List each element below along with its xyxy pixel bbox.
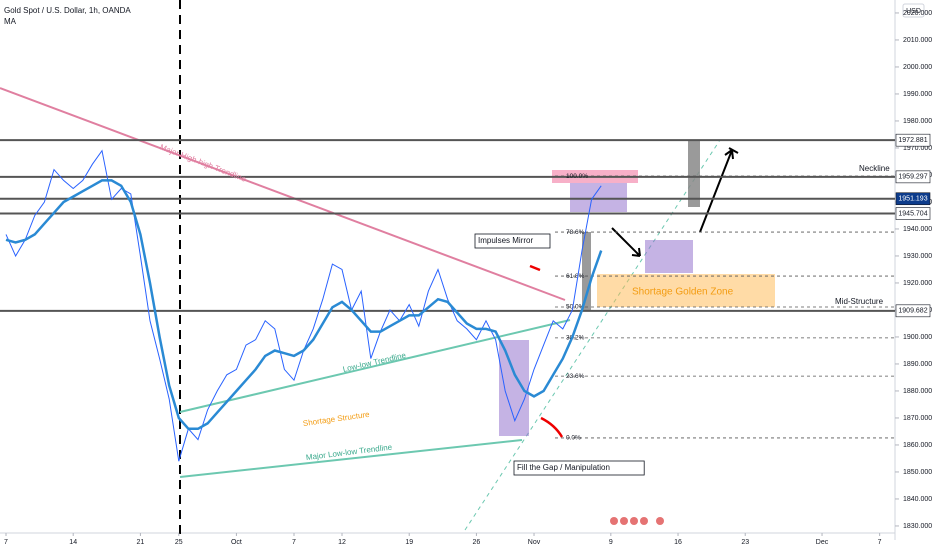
arrow: [699, 149, 734, 233]
x-tick-label: 26: [473, 539, 481, 546]
annotation-box: [474, 233, 551, 249]
level-label-box: [895, 133, 931, 147]
event-icon[interactable]: [620, 517, 628, 525]
fib-label: 0.0%: [566, 435, 581, 442]
y-tick-label: 1970.000: [903, 145, 932, 152]
x-tick-label: 7: [4, 539, 8, 546]
trendline: [179, 319, 571, 413]
arrow: [728, 147, 739, 154]
impulse-bar: [688, 140, 700, 207]
x-tick-label: 9: [609, 539, 613, 546]
x-tick-label: Nov: [528, 539, 541, 546]
level-label: 1972.881: [898, 137, 927, 144]
fib-label: 78.6%: [566, 229, 585, 236]
symbol-title: Gold Spot / U.S. Dollar, 1h, OANDA: [4, 6, 131, 15]
x-tick-label: 23: [741, 539, 749, 546]
trendline: [0, 87, 566, 301]
annotation: Impulses Mirror: [478, 236, 533, 245]
y-tick-label: 1900.000: [903, 334, 932, 341]
y-tick-label: 1890.000: [903, 361, 932, 368]
annotation: Fill the Gap / Manipulation: [517, 463, 610, 472]
y-tick-label: 2010.000: [903, 37, 932, 44]
event-icon[interactable]: [656, 517, 664, 525]
red-marker: [540, 416, 564, 438]
x-tick-label: 25: [175, 539, 183, 546]
x-tick-label: Oct: [231, 539, 242, 546]
level-label-box: [895, 170, 931, 184]
trendline: [464, 139, 721, 531]
event-icon[interactable]: [610, 517, 618, 525]
level-label: 1959.297: [898, 174, 927, 181]
event-icon[interactable]: [630, 517, 638, 525]
y-tick-label: 1940.000: [903, 226, 932, 233]
impulse-bar: [582, 232, 591, 310]
currency: USD: [906, 8, 921, 15]
currency-box[interactable]: [902, 3, 925, 18]
fib-label: 23.6%: [566, 373, 585, 380]
zone-box: [499, 340, 529, 436]
annotation-box: [513, 460, 645, 476]
annotation: Mid-Structure: [835, 297, 884, 306]
y-tick-label: 1980.000: [903, 118, 932, 125]
annotation: Neckline: [859, 164, 890, 173]
zone-box: [597, 274, 775, 307]
y-tick-label: 1870.000: [903, 415, 932, 422]
red-marker: [529, 264, 541, 272]
x-tick-label: 12: [338, 539, 346, 546]
y-tick-label: 1840.000: [903, 496, 932, 503]
x-tick-label: 19: [405, 539, 413, 546]
ma-line: [5, 179, 603, 431]
fib-label: 100.0%: [566, 173, 588, 180]
x-tick-label: 7: [878, 539, 882, 546]
y-tick-label: 1880.000: [903, 388, 932, 395]
x-tick-label: 16: [674, 539, 682, 546]
level-label-box: [895, 304, 931, 318]
x-tick-label: 14: [69, 539, 77, 546]
x-tick-label: 7: [292, 539, 296, 546]
zone-box: [570, 183, 627, 212]
y-tick-label: 1830.000: [903, 523, 932, 530]
y-tick-label: 1920.000: [903, 280, 932, 287]
legend-entry: MA: [4, 17, 17, 26]
zone-box: [645, 240, 693, 273]
y-tick-label: 1860.000: [903, 442, 932, 449]
y-tick-label: 1990.000: [903, 91, 932, 98]
arrow: [611, 227, 641, 257]
event-icons[interactable]: [610, 517, 664, 525]
annotation: Shortage Golden Zone: [632, 287, 734, 298]
level-label: 1951.193: [898, 196, 927, 203]
y-tick-label: 1850.000: [903, 469, 932, 476]
x-tick-label: Dec: [816, 539, 829, 546]
y-tick-label: 2020.000: [903, 10, 932, 17]
level-label-box: [895, 207, 931, 220]
x-tick-label: 21: [137, 539, 145, 546]
trendline: [179, 439, 523, 478]
y-tick-label: 2000.000: [903, 64, 932, 71]
fib-label: 38.2%: [566, 335, 585, 342]
y-tick-label: 1930.000: [903, 253, 932, 260]
level-label-box: [895, 192, 931, 206]
level-label: 1945.704: [898, 210, 927, 217]
level-label: 1909.682: [898, 308, 927, 315]
fib-label: 50.0%: [566, 304, 585, 311]
fib-label: 61.8%: [566, 273, 585, 280]
event-icon[interactable]: [640, 517, 648, 525]
